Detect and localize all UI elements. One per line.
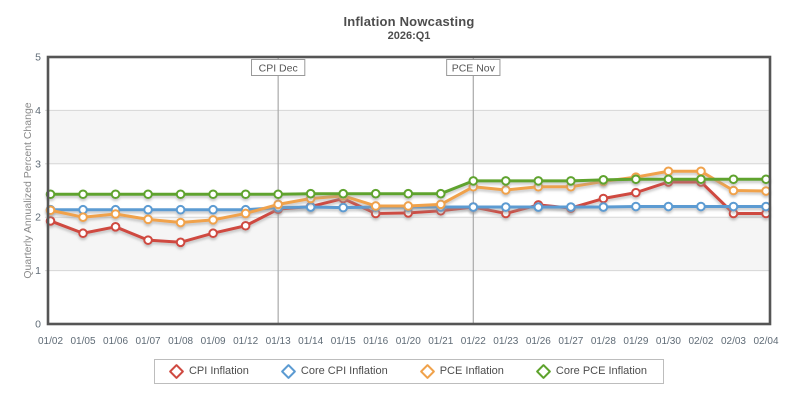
legend-label: CPI Inflation bbox=[188, 365, 249, 377]
diamond-marker-icon bbox=[168, 363, 185, 379]
svg-text:01/16: 01/16 bbox=[363, 336, 388, 347]
svg-text:01/12: 01/12 bbox=[233, 336, 258, 347]
legend-box: CPI Inflation Core CPI Inflation PCE Inf… bbox=[153, 359, 665, 384]
svg-text:PCE Nov: PCE Nov bbox=[452, 63, 496, 75]
svg-text:01/06: 01/06 bbox=[103, 336, 128, 347]
svg-text:02/02: 02/02 bbox=[688, 336, 713, 347]
svg-text:01/15: 01/15 bbox=[331, 336, 356, 347]
legend-item-pce-inflation[interactable]: PCE Inflation bbox=[419, 363, 504, 379]
svg-text:01/22: 01/22 bbox=[461, 336, 486, 347]
svg-text:01/05: 01/05 bbox=[71, 336, 96, 347]
svg-text:01/29: 01/29 bbox=[623, 336, 648, 347]
svg-text:01/07: 01/07 bbox=[136, 336, 161, 347]
svg-text:4: 4 bbox=[35, 105, 41, 117]
svg-text:01/13: 01/13 bbox=[266, 336, 291, 347]
svg-text:02/04: 02/04 bbox=[753, 336, 778, 347]
svg-text:01/09: 01/09 bbox=[201, 336, 226, 347]
diamond-marker-icon bbox=[419, 363, 435, 379]
svg-text:3: 3 bbox=[35, 158, 41, 170]
legend-label: PCE Inflation bbox=[439, 365, 504, 377]
svg-text:01/21: 01/21 bbox=[428, 336, 453, 347]
legend-item-core-cpi-inflation[interactable]: Core CPI Inflation bbox=[280, 363, 388, 379]
chart-subtitle: 2026:Q1 bbox=[387, 30, 431, 42]
svg-text:01/14: 01/14 bbox=[298, 336, 323, 347]
svg-text:Quarterly Annualized Percent C: Quarterly Annualized Percent Change bbox=[22, 102, 34, 278]
svg-text:01/30: 01/30 bbox=[656, 336, 681, 347]
legend-label: Core CPI Inflation bbox=[300, 365, 388, 377]
legend-item-core-pce-inflation[interactable]: Core PCE Inflation bbox=[535, 363, 648, 379]
svg-text:5: 5 bbox=[35, 52, 41, 64]
svg-text:1: 1 bbox=[35, 265, 41, 277]
chart-title: Inflation Nowcasting bbox=[343, 14, 475, 29]
diamond-marker-icon bbox=[535, 363, 552, 379]
chart-legend: CPI Inflation Core CPI Inflation PCE Inf… bbox=[48, 359, 770, 384]
svg-text:CPI Dec: CPI Dec bbox=[259, 63, 298, 75]
legend-item-cpi-inflation[interactable]: CPI Inflation bbox=[168, 363, 249, 379]
diamond-marker-icon bbox=[280, 363, 297, 379]
svg-text:01/08: 01/08 bbox=[168, 336, 193, 347]
svg-text:2: 2 bbox=[35, 212, 41, 224]
svg-text:01/02: 01/02 bbox=[38, 336, 63, 347]
svg-text:02/03: 02/03 bbox=[721, 336, 746, 347]
legend-label: Core PCE Inflation bbox=[555, 365, 648, 377]
svg-text:0: 0 bbox=[35, 319, 41, 331]
svg-text:01/28: 01/28 bbox=[591, 336, 616, 347]
chart-canvas: CPI Dec PCE Nov 0 1 2 3 4 5 01/02 01/05 01/06 01/07… bbox=[22, 52, 779, 348]
svg-text:01/26: 01/26 bbox=[526, 336, 551, 347]
svg-text:01/27: 01/27 bbox=[558, 336, 583, 347]
svg-text:01/20: 01/20 bbox=[396, 336, 421, 347]
svg-text:01/23: 01/23 bbox=[493, 336, 518, 347]
